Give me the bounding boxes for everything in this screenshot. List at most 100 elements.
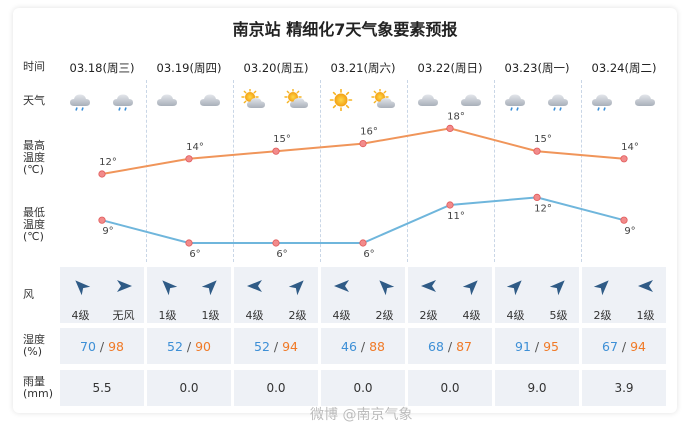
- wind-cell: [495, 267, 579, 323]
- humidity-value: 67 / 94: [581, 339, 667, 354]
- rain-cell: [495, 370, 579, 406]
- wind-cell: [321, 267, 405, 323]
- humidity-low: 68: [428, 339, 444, 354]
- wind-arrow-northwest-icon: [375, 276, 395, 296]
- rain-cell: [582, 370, 666, 406]
- partly-sunny-icon: [284, 88, 310, 111]
- wind-arrow-east-icon: [114, 276, 134, 296]
- date-label-0: 03.18(周三): [69, 61, 135, 75]
- rain-value: 0.0: [440, 381, 460, 395]
- humidity-cell: [495, 328, 579, 364]
- row-label-high-temp: 最高 温度 (℃): [23, 139, 45, 176]
- cloud-rain-icon: [545, 89, 571, 111]
- wind-arrow-northeast-icon: [506, 276, 526, 296]
- date-label-4: 03.22(周日): [417, 61, 483, 75]
- humidity-cell: [321, 328, 405, 364]
- rain-cell: [408, 370, 492, 406]
- humidity-high: 94: [282, 339, 298, 354]
- column-divider: [320, 80, 321, 262]
- humidity-low: 67: [602, 339, 618, 354]
- humidity-separator: /: [95, 339, 109, 354]
- wind-level: 4级: [71, 309, 90, 322]
- wind-level: 2级: [288, 309, 307, 322]
- row-label-humidity: 湿度 (%): [23, 333, 45, 358]
- wind-cell: [147, 267, 231, 323]
- humidity-low: 52: [254, 339, 270, 354]
- humidity-low: 46: [341, 339, 357, 354]
- rain-value: 3.9: [614, 381, 634, 395]
- wind-arrow-northwest-icon: [158, 276, 178, 296]
- wind-level: 1级: [201, 309, 220, 322]
- date-label-3: 03.21(周六): [330, 61, 396, 75]
- wind-level: 4级: [462, 309, 481, 322]
- cloud-rain-icon: [502, 89, 528, 111]
- humidity-separator: /: [356, 339, 370, 354]
- date-label-1: 03.19(周四): [156, 61, 222, 75]
- wind-level: 1级: [636, 309, 655, 322]
- humidity-value: 52 / 90: [146, 339, 232, 354]
- wind-cell: [60, 267, 144, 323]
- cloud-icon: [415, 89, 441, 111]
- wind-level: 2级: [419, 309, 438, 322]
- date-label-6: 03.24(周二): [591, 61, 657, 75]
- wind-cell: [234, 267, 318, 323]
- humidity-low: 52: [167, 339, 183, 354]
- wind-level: 5级: [549, 309, 568, 322]
- column-divider: [407, 80, 408, 262]
- wind-level: 4级: [506, 309, 525, 322]
- humidity-high: 88: [369, 339, 385, 354]
- date-label-2: 03.20(周五): [243, 61, 309, 75]
- wind-arrow-northeast-icon: [462, 276, 482, 296]
- partly-sunny-icon: [241, 88, 267, 111]
- humidity-high: 98: [108, 339, 124, 354]
- humidity-separator: /: [530, 339, 544, 354]
- humidity-value: 91 / 95: [494, 339, 580, 354]
- humidity-value: 52 / 94: [233, 339, 319, 354]
- weibo-watermark: 微博 @南京气象: [310, 407, 413, 423]
- column-divider: [494, 80, 495, 262]
- rain-value: 0.0: [179, 381, 199, 395]
- wind-level: 4级: [245, 309, 264, 322]
- humidity-value: 68 / 87: [407, 339, 493, 354]
- rain-value: 5.5: [92, 381, 112, 395]
- wind-level: 2级: [375, 309, 394, 322]
- row-label-weather: 天气: [23, 94, 45, 107]
- cloud-rain-icon: [67, 89, 93, 111]
- wind-arrow-northeast-icon: [593, 276, 613, 296]
- wind-cell: [408, 267, 492, 323]
- humidity-high: 95: [543, 339, 559, 354]
- rain-value: 0.0: [266, 381, 286, 395]
- cloud-icon: [154, 89, 180, 111]
- cloud-rain-icon: [589, 89, 615, 111]
- humidity-separator: /: [269, 339, 283, 354]
- wind-arrow-west-icon: [636, 276, 656, 296]
- rain-cell: [234, 370, 318, 406]
- wind-arrow-west-icon: [332, 276, 352, 296]
- wind-arrow-northeast-icon: [201, 276, 221, 296]
- wind-arrow-northeast-icon: [549, 276, 569, 296]
- wind-level: 4级: [332, 309, 351, 322]
- page-title: 南京站 精细化7天气象要素预报: [232, 20, 458, 39]
- humidity-cell: [234, 328, 318, 364]
- date-label-5: 03.23(周一): [504, 61, 570, 75]
- humidity-separator: /: [443, 339, 457, 354]
- wind-arrow-northwest-icon: [71, 276, 91, 296]
- humidity-high: 87: [456, 339, 472, 354]
- humidity-separator: /: [617, 339, 631, 354]
- column-divider: [581, 80, 582, 262]
- humidity-low: 70: [80, 339, 96, 354]
- humidity-separator: /: [182, 339, 196, 354]
- row-label-time: 时间: [23, 60, 45, 73]
- wind-level: 1级: [158, 309, 177, 322]
- column-divider: [233, 80, 234, 262]
- humidity-cell: [147, 328, 231, 364]
- rain-cell: [147, 370, 231, 406]
- row-label-low-temp: 最低 温度 (℃): [23, 206, 45, 243]
- rain-value: 9.0: [527, 381, 547, 395]
- humidity-high: 90: [195, 339, 211, 354]
- humidity-value: 46 / 88: [320, 339, 406, 354]
- humidity-cell: [408, 328, 492, 364]
- wind-arrow-west-icon: [419, 276, 439, 296]
- row-label-wind: 风: [23, 288, 34, 301]
- partly-sunny-icon: [371, 88, 397, 111]
